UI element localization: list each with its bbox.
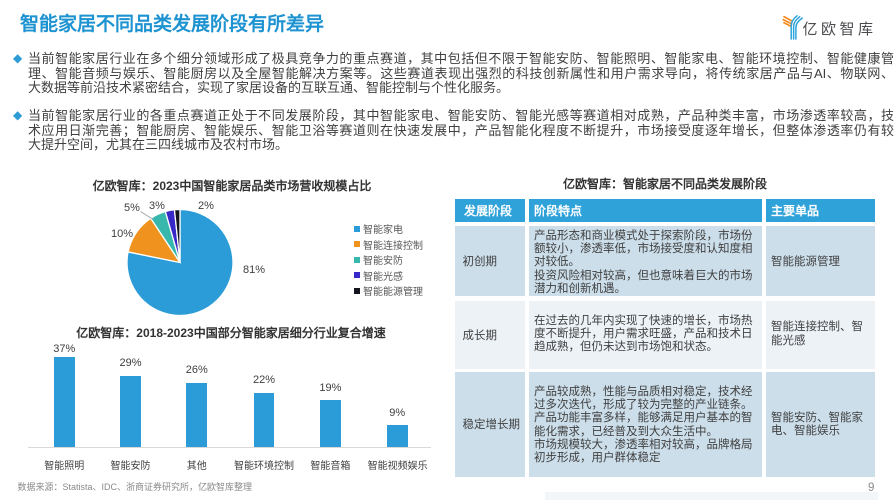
svg-text:亿欧智库: 亿欧智库	[803, 20, 877, 38]
